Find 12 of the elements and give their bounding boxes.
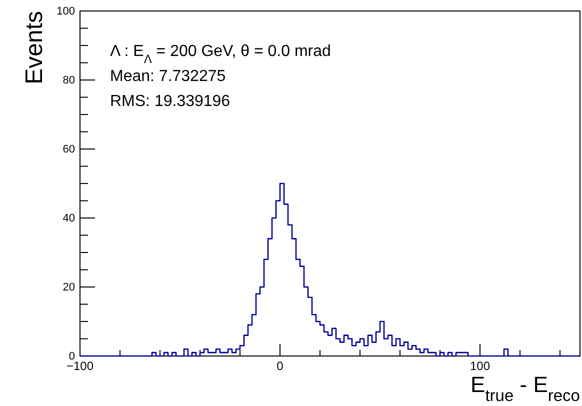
y-axis-title: Events — [21, 11, 48, 84]
y-tick-label: 100 — [56, 6, 75, 18]
x-axis-title: E$_{true}$ - E$_{reco}$ — [470, 372, 580, 405]
annotation: Mean: 7.732275 — [110, 68, 226, 85]
annotation: RMS: 19.339196 — [110, 93, 230, 110]
annotation: Λ : E$_{Λ}$ = 200 GeV, θ = 0.0 mrad — [110, 43, 331, 66]
y-tick-label: 20 — [62, 282, 75, 294]
y-tick-label: 60 — [62, 144, 75, 156]
x-tick-label: 100 — [470, 358, 490, 373]
x-tick-label: 0 — [276, 358, 284, 373]
y-tick-label: 80 — [62, 74, 75, 87]
y-tick-label: 40 — [62, 212, 75, 225]
